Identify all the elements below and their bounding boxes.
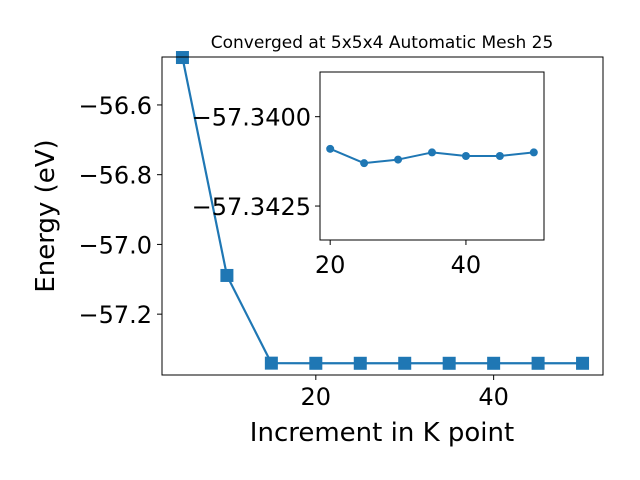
inset-data-point — [394, 155, 403, 164]
main-chart-title: Converged at 5x5x4 Automatic Mesh 25 — [211, 33, 554, 53]
main-data-point — [442, 356, 456, 370]
inset-data-point — [428, 148, 436, 157]
main-y-tick-label: −57.0 — [78, 231, 152, 259]
main-data-point — [398, 356, 412, 370]
main-y-tick-label: −56.6 — [78, 92, 152, 120]
inset-data-point — [529, 148, 538, 157]
main-plot-frame — [161, 56, 604, 376]
main-ticks: 20 40 −56.6 −56.8 −57.0 −57.2 — [78, 92, 508, 411]
main-data-point — [531, 356, 545, 370]
main-data-point — [487, 356, 501, 370]
inset-ticks: 20 40 −57.3425 −57.3400 — [192, 104, 482, 279]
main-x-axis-label: Increment in K point — [250, 418, 514, 448]
inset-series — [326, 144, 538, 168]
main-y-tick-label: −57.2 — [78, 301, 152, 329]
main-x-tick-label: 20 — [301, 383, 332, 411]
inset-data-point — [495, 152, 504, 160]
inset-y-tick-label: −57.3425 — [192, 193, 311, 221]
main-series — [175, 51, 590, 370]
main-data-point — [576, 356, 590, 370]
inset-axes: 20 40 −57.3425 −57.3400 — [192, 71, 545, 279]
inset-data-point — [461, 152, 470, 160]
main-data-point — [264, 356, 278, 370]
main-data-point — [220, 268, 234, 282]
main-series-line — [181, 57, 583, 365]
main-axes: Converged at 5x5x4 Automatic Mesh 25 20 4… — [31, 33, 604, 448]
main-data-point — [309, 356, 323, 370]
inset-y-tick-label: −57.3400 — [192, 104, 311, 132]
main-y-tick-label: −56.8 — [78, 162, 152, 190]
inset-x-tick-label: 40 — [451, 251, 482, 279]
main-data-point — [175, 51, 189, 65]
inset-data-point — [326, 144, 335, 153]
main-y-axis-label: Energy (eV) — [31, 139, 61, 292]
inset-x-tick-label: 20 — [315, 251, 346, 279]
main-x-tick-label: 40 — [478, 383, 509, 411]
main-data-point — [353, 356, 367, 370]
inset-data-point — [360, 159, 369, 168]
